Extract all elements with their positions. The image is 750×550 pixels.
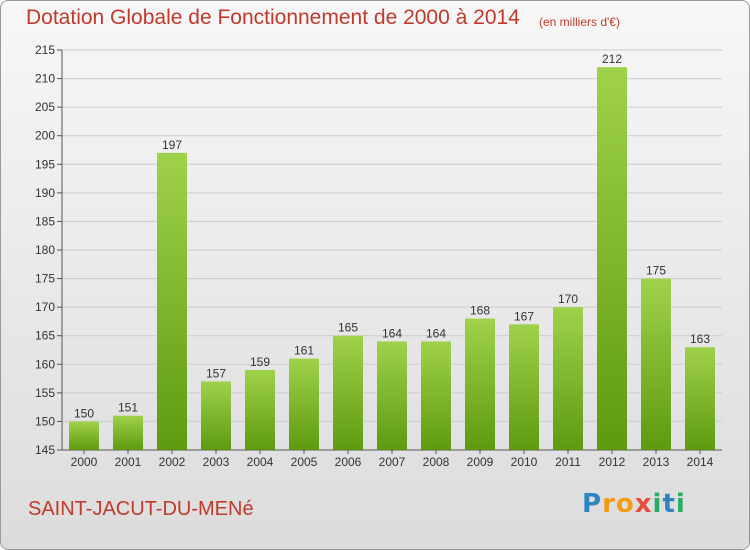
data-label-2012: 212 xyxy=(602,52,622,66)
x-tick-label-2006: 2006 xyxy=(335,455,362,469)
commune-name: SAINT-JACUT-DU-MENé xyxy=(28,498,254,520)
proxiti-logo: Proxiti xyxy=(582,489,686,519)
data-label-2000: 150 xyxy=(74,406,94,420)
bar-2009 xyxy=(465,318,495,450)
data-label-2004: 159 xyxy=(250,355,270,369)
data-label-2014: 163 xyxy=(690,332,710,346)
bar-2004 xyxy=(245,370,275,450)
y-tick-label: 210 xyxy=(35,72,55,86)
data-label-2003: 157 xyxy=(206,366,226,380)
bar-2006 xyxy=(333,335,363,450)
chart-title: Dotation Globale de Fonctionnement de 20… xyxy=(26,6,520,29)
y-tick-label: 205 xyxy=(35,100,55,114)
x-tick-label-2009: 2009 xyxy=(467,455,494,469)
y-tick-label: 150 xyxy=(35,414,55,428)
x-tick-label-2005: 2005 xyxy=(291,455,318,469)
bar-2001 xyxy=(113,415,143,450)
y-tick-label: 200 xyxy=(35,129,55,143)
bar-2002 xyxy=(157,152,187,450)
y-tick-label: 190 xyxy=(35,186,55,200)
data-label-2010: 167 xyxy=(514,309,534,323)
y-tick-label: 195 xyxy=(35,157,55,171)
x-tick-label-2004: 2004 xyxy=(247,455,274,469)
data-label-2007: 164 xyxy=(382,326,402,340)
bar-2012 xyxy=(597,67,627,451)
data-label-2002: 197 xyxy=(162,138,182,152)
bar-2003 xyxy=(201,381,231,450)
x-tick-label-2007: 2007 xyxy=(379,455,406,469)
bar-2010 xyxy=(509,324,539,450)
bar-2007 xyxy=(377,341,407,450)
y-tick-label: 165 xyxy=(35,329,55,343)
chart-unit-label: (en milliers d'€) xyxy=(539,15,620,29)
x-tick-label-2003: 2003 xyxy=(203,455,230,469)
y-tick-label: 185 xyxy=(35,214,55,228)
x-tick-label-2000: 2000 xyxy=(71,455,98,469)
x-tick-label-2001: 2001 xyxy=(115,455,142,469)
data-label-2009: 168 xyxy=(470,304,490,318)
data-label-2013: 175 xyxy=(646,264,666,278)
y-tick-label: 175 xyxy=(35,272,55,286)
bar-2011 xyxy=(553,307,583,450)
y-tick-label: 145 xyxy=(35,443,55,457)
x-tick-label-2008: 2008 xyxy=(423,455,450,469)
bar-2014 xyxy=(685,347,715,450)
x-tick-label-2014: 2014 xyxy=(687,455,714,469)
data-label-2008: 164 xyxy=(426,326,446,340)
data-label-2005: 161 xyxy=(294,344,314,358)
bar-2000 xyxy=(69,421,99,450)
bar-2008 xyxy=(421,341,451,450)
y-tick-label: 155 xyxy=(35,386,55,400)
bar-2013 xyxy=(641,278,671,450)
bar-2005 xyxy=(289,358,319,450)
data-label-2001: 151 xyxy=(118,401,138,415)
x-tick-label-2010: 2010 xyxy=(511,455,538,469)
x-tick-label-2002: 2002 xyxy=(159,455,186,469)
y-tick-label: 170 xyxy=(35,300,55,314)
x-tick-label-2013: 2013 xyxy=(643,455,670,469)
data-label-2006: 165 xyxy=(338,321,358,335)
y-tick-label: 215 xyxy=(35,43,55,57)
data-label-2011: 170 xyxy=(558,292,578,306)
y-tick-label: 180 xyxy=(35,243,55,257)
x-tick-label-2012: 2012 xyxy=(599,455,626,469)
x-tick-label-2011: 2011 xyxy=(555,455,581,469)
y-tick-label: 160 xyxy=(35,357,55,371)
